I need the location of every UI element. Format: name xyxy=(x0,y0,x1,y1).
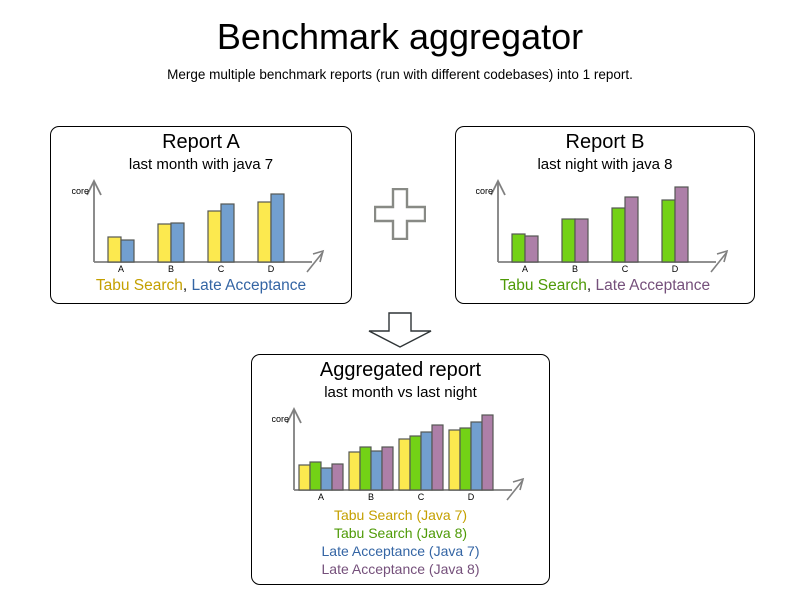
x-axis-arrow-shaft xyxy=(505,479,524,501)
report-b-panel: Report B last night with java 8 Score A B C… xyxy=(455,126,755,304)
bar xyxy=(408,435,422,491)
bar xyxy=(308,461,322,491)
bar xyxy=(347,451,361,491)
report-b-title: Report B xyxy=(565,131,645,153)
bar xyxy=(120,239,135,263)
bar xyxy=(257,201,272,263)
arrow-down-icon xyxy=(368,312,432,348)
bar xyxy=(611,207,626,263)
report-b-legend: Tabu Search, Late Acceptance xyxy=(500,277,710,295)
category-label: D xyxy=(467,492,474,502)
category-label: D xyxy=(268,264,275,274)
category-label: C xyxy=(417,492,424,502)
x-axis-arrowhead xyxy=(512,477,524,491)
category-label: D xyxy=(672,264,679,274)
category-label: B xyxy=(168,264,174,274)
report-a-bar-chart: Score A B C D xyxy=(72,178,325,274)
legend-item: Tabu Search xyxy=(499,277,587,294)
category-label: C xyxy=(622,264,629,274)
bar xyxy=(220,203,235,263)
bar xyxy=(369,450,383,491)
y-axis-label: Score xyxy=(476,186,493,196)
plus-icon xyxy=(374,188,426,240)
bar xyxy=(419,431,433,491)
bar xyxy=(170,222,185,263)
aggregated-report-title: Aggregated report xyxy=(319,359,482,381)
legend-separator: , xyxy=(182,277,192,294)
bar xyxy=(107,236,122,263)
bar xyxy=(674,186,689,263)
legend-item: Tabu Search xyxy=(95,277,183,294)
bar xyxy=(207,210,222,263)
x-axis-arrow-shaft xyxy=(306,251,324,273)
legend-item: Late Acceptance (Java 8) xyxy=(321,561,480,577)
bar xyxy=(447,429,461,491)
category-label: B xyxy=(367,492,373,502)
legend-item: Tabu Search (Java 7) xyxy=(333,507,468,523)
category-label: A xyxy=(317,492,323,502)
x-axis-arrowhead xyxy=(716,249,729,263)
aggregated-legend: Tabu Search (Java 7) Tabu Search (Java 8)… xyxy=(322,506,480,578)
bar xyxy=(661,199,676,263)
bar xyxy=(319,467,333,491)
bar xyxy=(480,414,494,491)
page-header: Benchmark aggregator Merge multiple benc… xyxy=(0,16,800,82)
category-label: B xyxy=(572,264,578,274)
bar xyxy=(574,218,589,263)
aggregated-bar-chart: Score A B C D xyxy=(272,406,524,502)
bar xyxy=(624,196,639,263)
legend-item: Late Acceptance (Java 7) xyxy=(321,543,480,559)
report-b-bar-chart: Score A B C D xyxy=(476,178,729,274)
bar xyxy=(469,421,483,491)
category-label: A xyxy=(118,264,124,274)
y-axis-arrowhead xyxy=(490,178,506,196)
y-axis-label: Score xyxy=(72,186,89,196)
x-axis-arrow-shaft xyxy=(710,251,728,273)
category-label: C xyxy=(218,264,225,274)
page-subtitle: Merge multiple benchmark reports (run wi… xyxy=(167,67,633,82)
bar xyxy=(330,463,344,491)
bar xyxy=(270,193,285,263)
bar xyxy=(458,427,472,491)
legend-item: Late Acceptance xyxy=(595,277,711,294)
bar xyxy=(397,438,411,491)
report-a-title: Report A xyxy=(162,131,240,153)
bar xyxy=(511,233,526,263)
y-axis-label: Score xyxy=(272,414,289,424)
legend-separator: , xyxy=(586,277,596,294)
category-label: A xyxy=(522,264,528,274)
page-title: Benchmark aggregator xyxy=(216,16,584,57)
bar xyxy=(358,446,372,491)
x-axis-arrowhead xyxy=(312,249,325,263)
bar xyxy=(380,446,394,491)
bar xyxy=(157,223,172,263)
legend-item: Tabu Search (Java 8) xyxy=(333,525,468,541)
report-a-panel: Report A last month with java 7 Score A B C… xyxy=(50,126,352,304)
bar xyxy=(524,235,539,263)
report-a-legend: Tabu Search, Late Acceptance xyxy=(96,277,306,295)
bar xyxy=(561,218,576,263)
aggregated-report-panel: Aggregated report last month vs last nig… xyxy=(251,354,550,585)
bar xyxy=(297,464,311,491)
bar xyxy=(430,424,444,491)
legend-item: Late Acceptance xyxy=(191,277,307,294)
aggregated-report-subtitle: last month vs last night xyxy=(324,384,477,401)
y-axis-arrowhead xyxy=(285,406,302,424)
report-b-subtitle: last night with java 8 xyxy=(537,156,673,173)
y-axis-arrowhead xyxy=(86,178,102,196)
report-a-subtitle: last month with java 7 xyxy=(128,156,274,173)
